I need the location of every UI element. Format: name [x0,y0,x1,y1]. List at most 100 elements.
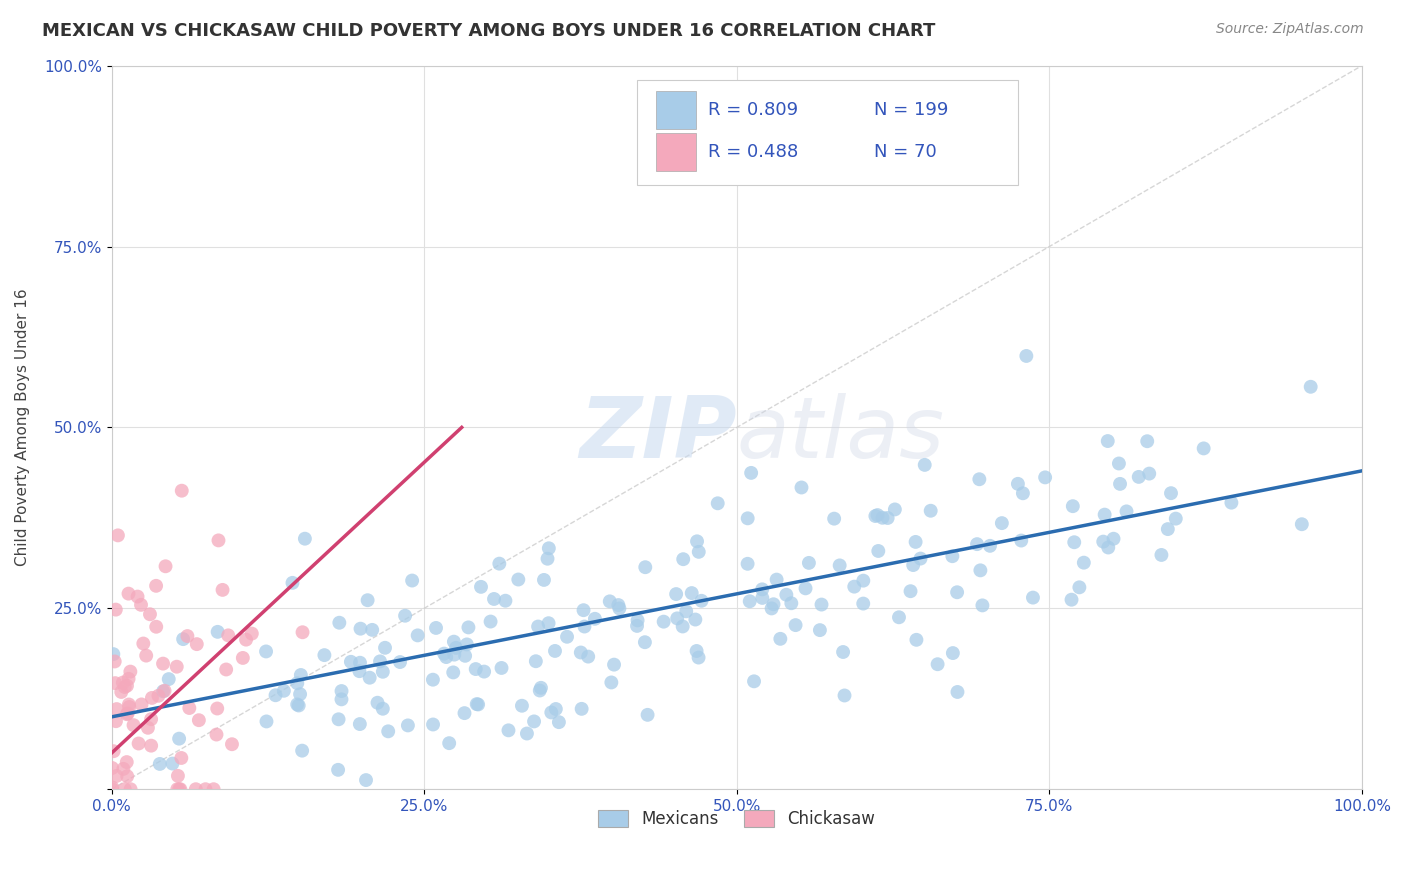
Point [115,769,138,783]
Point [215,663,238,677]
Point [488,557,510,571]
Point [464,662,486,676]
FancyBboxPatch shape [655,91,696,128]
Point [946,585,969,599]
Point [681,586,703,600]
Point [467,698,489,712]
Point [453,706,475,720]
Point [1060,592,1083,607]
Point [569,646,592,660]
Point [349,717,371,731]
Point [530,681,553,695]
Point [152,657,174,671]
Point [609,601,631,615]
Point [425,621,447,635]
Point [524,654,547,668]
Point [737,511,759,525]
Point [675,604,697,618]
Point [540,706,562,720]
Point [887,610,910,624]
Point [1115,504,1137,518]
Point [688,545,710,559]
Point [377,724,399,739]
Point [810,598,832,612]
Point [751,582,773,597]
Point [105,702,128,716]
Point [914,458,936,472]
Text: N = 70: N = 70 [875,143,936,161]
Point [328,615,350,630]
Point [444,640,467,655]
Point [291,744,314,758]
Point [905,632,928,647]
Point [872,510,894,524]
Point [852,574,875,588]
Point [910,551,932,566]
Point [790,481,813,495]
Point [751,591,773,605]
Point [516,726,538,740]
Point [555,630,578,644]
Point [149,756,172,771]
Point [600,675,623,690]
Point [111,675,134,690]
Point [991,516,1014,530]
Point [762,597,785,611]
Point [834,689,856,703]
Point [652,615,675,629]
Point [135,648,157,663]
Point [508,573,530,587]
Point [740,466,762,480]
Point [946,685,969,699]
Point [232,651,254,665]
Point [966,537,988,551]
Point [406,628,429,642]
Point [1109,476,1132,491]
Point [465,697,488,711]
Point [1157,522,1180,536]
FancyBboxPatch shape [637,80,1018,185]
Point [634,560,657,574]
Point [685,644,707,658]
Point [132,636,155,650]
Point [472,665,495,679]
Point [240,626,263,640]
Point [115,707,138,722]
Point [314,648,336,662]
Point [371,665,394,679]
Point [359,671,381,685]
Point [170,751,193,765]
Point [666,611,689,625]
Point [672,552,695,566]
Point [1291,517,1313,532]
Point [349,622,371,636]
Point [828,558,851,573]
Point [129,598,152,612]
Point [1136,434,1159,449]
Text: MEXICAN VS CHICKASAW CHILD POVERTY AMONG BOYS UNDER 16 CORRELATION CHART: MEXICAN VS CHICKASAW CHILD POVERTY AMONG… [42,22,935,40]
Point [179,701,201,715]
Text: Source: ZipAtlas.com: Source: ZipAtlas.com [1216,22,1364,37]
Text: atlas: atlas [737,393,945,476]
Point [529,683,551,698]
Point [264,688,287,702]
Point [738,594,761,608]
Point [155,559,177,574]
Point [205,727,228,741]
Point [491,661,513,675]
Point [865,509,887,524]
Point [769,632,792,646]
Point [523,714,546,729]
Point [104,714,127,729]
Point [454,648,477,663]
Point [876,511,898,525]
Point [187,713,209,727]
Point [157,672,180,686]
Point [1069,580,1091,594]
Point [110,685,132,699]
Point [186,637,208,651]
Point [1073,556,1095,570]
Point [607,598,630,612]
Point [1102,532,1125,546]
Point [394,608,416,623]
